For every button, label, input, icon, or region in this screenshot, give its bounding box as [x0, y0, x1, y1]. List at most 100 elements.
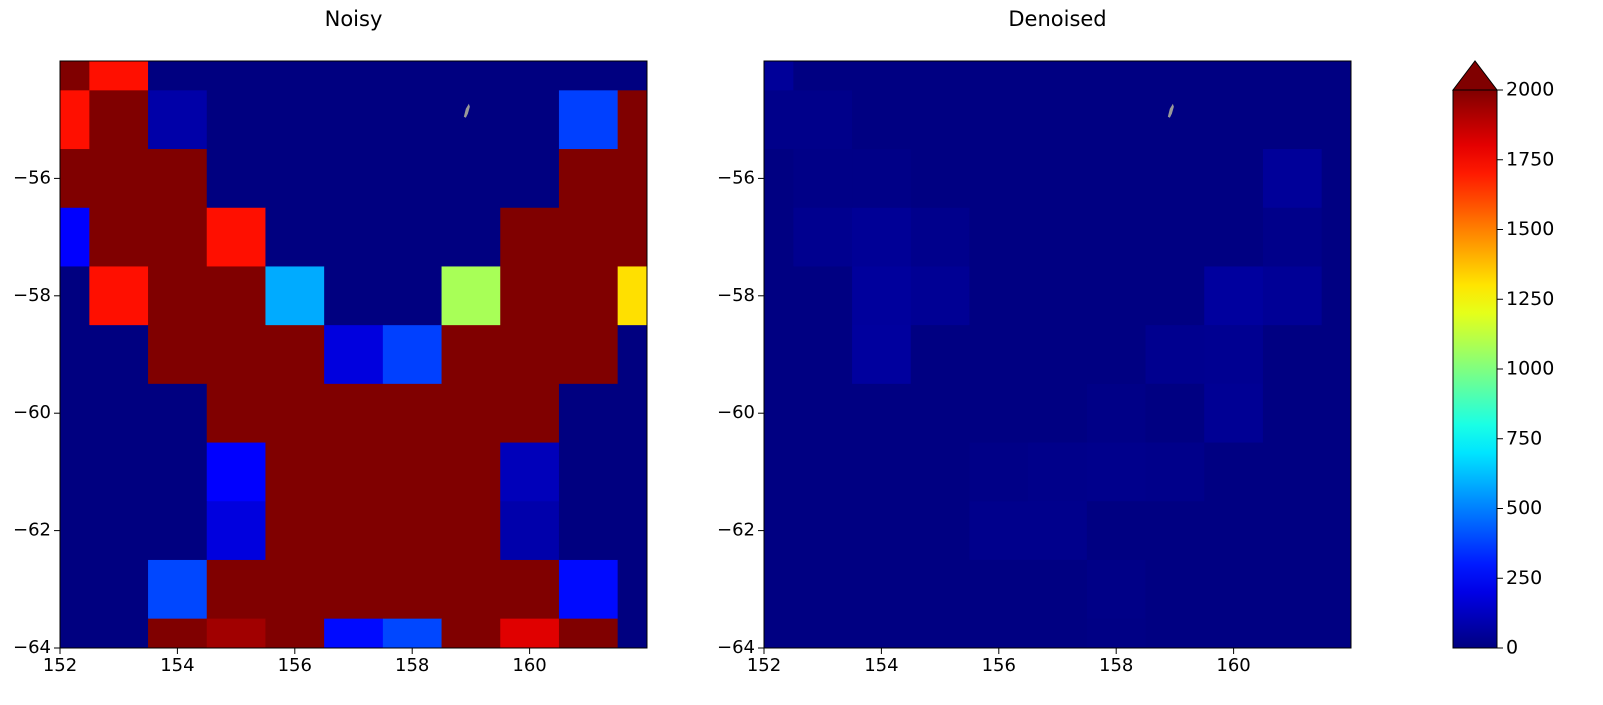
cell: [764, 618, 794, 649]
cell: [206, 383, 266, 444]
cell: [265, 559, 325, 620]
axes-frame: [59, 60, 648, 649]
cell: [558, 90, 619, 150]
cell: [1262, 90, 1323, 150]
cell: [558, 325, 619, 385]
cell: [500, 61, 560, 91]
y-tick-label: −60: [13, 402, 51, 423]
y-tick-label: −62: [717, 520, 755, 541]
cell: [382, 559, 443, 620]
cell: [910, 383, 970, 444]
colorbar-tick-label: 1500: [1506, 218, 1554, 240]
cell: [617, 559, 648, 620]
cell: [764, 383, 794, 444]
cell: [1145, 266, 1205, 326]
cell: [910, 149, 970, 209]
cell: [910, 207, 970, 267]
y-tick-label: −64: [13, 637, 51, 658]
cell: [852, 501, 912, 561]
cell: [60, 149, 90, 209]
cell: [558, 559, 619, 620]
y-tick-label: −58: [717, 285, 755, 306]
cell: [558, 501, 619, 561]
y-tick-label: −58: [13, 285, 51, 306]
cell: [324, 501, 384, 561]
cell: [764, 442, 794, 502]
cell: [793, 61, 853, 91]
cell: [206, 618, 266, 649]
cell: [1145, 559, 1205, 620]
y-tick-label: −62: [13, 520, 51, 541]
cell: [382, 149, 443, 209]
cell: [558, 618, 619, 649]
cell: [793, 442, 853, 502]
y-tick-label: −64: [717, 637, 755, 658]
cell: [89, 325, 149, 385]
cell: [1204, 90, 1264, 150]
cell: [793, 325, 853, 385]
cell: [969, 266, 1029, 326]
x-tick-label: 158: [395, 655, 429, 676]
colorbar-tick-label: 1000: [1506, 358, 1554, 380]
cell: [1262, 618, 1323, 649]
cell: [1145, 383, 1205, 444]
cell: [500, 266, 560, 326]
cell: [617, 90, 648, 150]
cell: [617, 207, 648, 267]
cell: [1204, 61, 1264, 91]
x-tick-label: 160: [512, 655, 546, 676]
cell: [441, 90, 501, 150]
x-tick-label: 160: [1216, 655, 1250, 676]
cell: [852, 383, 912, 444]
cell: [1321, 61, 1352, 91]
cell: [1028, 61, 1088, 91]
cell: [1086, 90, 1147, 150]
cell: [793, 618, 853, 649]
cell: [1086, 559, 1147, 620]
axes-frame: [763, 60, 1352, 649]
cell: [1262, 325, 1323, 385]
cell: [206, 501, 266, 561]
colorbar-tick-label: 1750: [1506, 148, 1554, 170]
colorbar-extend: [1451, 60, 1499, 91]
cell: [1321, 559, 1352, 620]
cell: [1321, 207, 1352, 267]
cell: [148, 61, 208, 91]
cell: [558, 207, 619, 267]
cell: [265, 325, 325, 385]
cell: [441, 149, 501, 209]
cell: [969, 149, 1029, 209]
cell: [793, 90, 853, 150]
cell: [852, 149, 912, 209]
cell: [1028, 442, 1088, 502]
cell: [60, 442, 90, 502]
cell: [617, 325, 648, 385]
cell: [1028, 325, 1088, 385]
cell: [1262, 61, 1323, 91]
cell: [910, 559, 970, 620]
cell: [89, 383, 149, 444]
cell: [441, 442, 501, 502]
cell: [1321, 325, 1352, 385]
cell: [764, 149, 794, 209]
cell: [382, 325, 443, 385]
cell: [558, 61, 619, 91]
cell: [324, 149, 384, 209]
cell: [793, 266, 853, 326]
cell: [60, 266, 90, 326]
cell: [500, 501, 560, 561]
cell: [265, 90, 325, 150]
cell: [206, 559, 266, 620]
cell: [206, 149, 266, 209]
cell: [324, 442, 384, 502]
cell: [764, 207, 794, 267]
cell: [1321, 266, 1352, 326]
cell: [969, 90, 1029, 150]
cell: [969, 207, 1029, 267]
cell: [1321, 90, 1352, 150]
cell: [1321, 149, 1352, 209]
cell: [1086, 149, 1147, 209]
cell: [60, 559, 90, 620]
cell: [617, 442, 648, 502]
cell: [558, 266, 619, 326]
